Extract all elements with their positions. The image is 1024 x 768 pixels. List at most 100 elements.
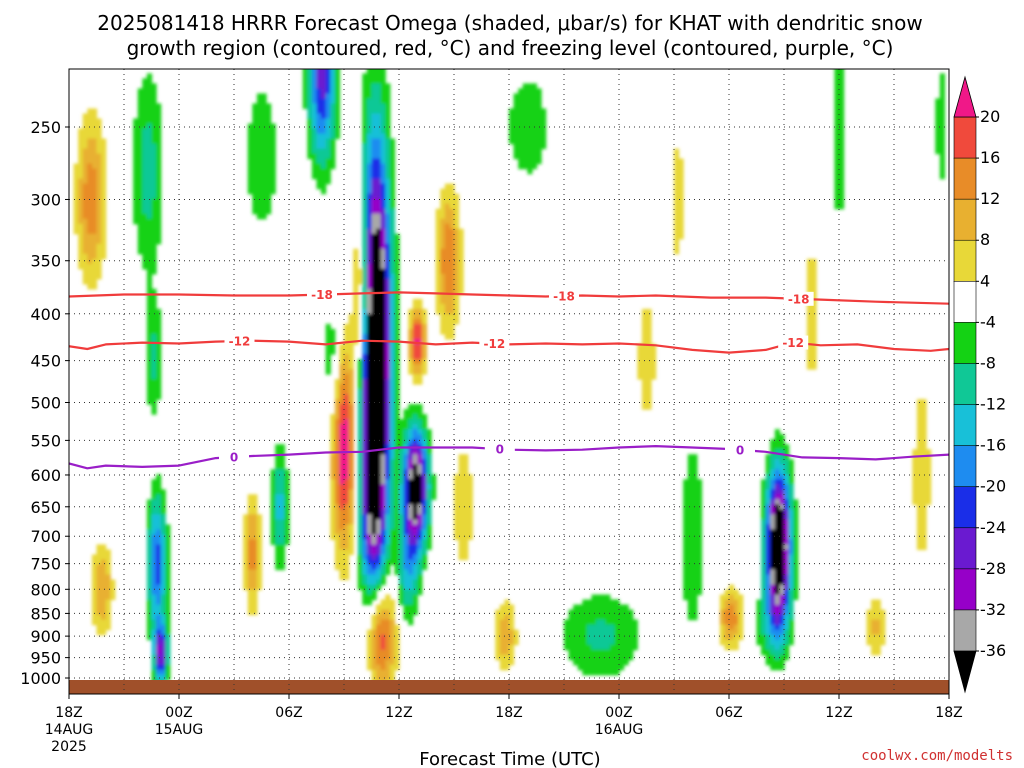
omega-cell [596,594,602,601]
omega-cell [444,218,451,225]
omega-cell [421,454,428,460]
omega-cell [96,263,102,270]
omega-cell [394,659,400,666]
omega-cell [596,644,602,651]
omega-cell [449,328,455,335]
omega-cell [261,113,267,120]
omega-cell [316,153,322,160]
omega-cell [426,524,432,530]
contour-label-0: 0 [230,451,238,465]
omega-cell [339,399,345,405]
omega-cell [156,128,162,135]
omega-cell [321,83,327,90]
omega-cell [696,539,703,546]
omega-cell [376,318,382,325]
omega-cell [926,469,932,475]
omega-cell [412,328,418,335]
omega-cell [619,624,625,631]
omega-cell [444,243,451,250]
omega-cell [362,143,368,150]
omega-cell [513,118,519,125]
omega-cell [399,489,405,495]
omega-cell [646,389,652,395]
omega-cell [380,168,386,175]
omega-cell [586,609,593,616]
omega-cell [376,399,382,405]
omega-cell [376,389,382,395]
omega-cell [261,128,267,135]
omega-cell [779,544,785,551]
omega-cell [376,308,382,315]
omega-cell [761,539,767,546]
omega-cell [385,349,391,355]
omega-cell [389,609,396,616]
omega-cell [573,634,579,641]
omega-cell [609,619,616,626]
omega-cell [412,479,418,485]
omega-cell [96,549,102,556]
omega-cell [440,223,446,230]
omega-cell [834,88,840,95]
omega-cell [380,514,386,520]
omega-cell [151,188,157,195]
omega-cell [380,258,386,265]
omega-cell [687,599,693,606]
omega-cell [247,509,253,515]
omega-cell [385,444,391,450]
omega-cell [678,178,684,185]
omega-cell [330,474,336,480]
omega-cell [573,624,579,631]
omega-cell [142,88,148,95]
omega-cell [774,604,781,611]
omega-cell [376,178,382,185]
omega-cell [399,524,405,530]
omega-cell [256,108,263,115]
omega-cell [678,183,684,190]
omega-cell [302,69,308,74]
omega-cell [444,333,451,340]
omega-cell [137,133,143,140]
omega-cell [275,534,281,541]
omega-cell [385,594,391,601]
omega-cell [788,469,794,475]
omega-cell [256,163,263,170]
omega-cell [444,183,451,190]
omega-cell [646,379,652,385]
omega-cell [600,634,606,641]
omega-cell [376,263,382,270]
omega-cell [151,158,157,165]
omega-cell [156,599,162,606]
omega-cell [774,664,781,671]
omega-cell [371,449,377,455]
omega-cell [311,148,318,155]
omega-cell [641,338,648,345]
omega-cell [96,208,102,215]
omega-cell [156,328,162,335]
omega-cell [761,529,767,535]
omega-cell [362,258,368,265]
omega-cell [96,554,102,561]
colorbar-swatch [953,363,977,406]
omega-cell [806,323,813,330]
omega-cell [788,494,794,500]
omega-cell [133,128,139,135]
omega-cell [600,669,606,676]
omega-cell [380,218,386,225]
colorbar-swatch [953,322,977,365]
omega-cell [531,153,538,160]
omega-cell [91,268,98,275]
omega-cell [834,173,840,180]
omega-cell [151,574,157,581]
omega-cell [156,338,162,345]
omega-cell [105,549,111,556]
omega-cell [380,509,386,515]
omega-cell [151,529,157,535]
omega-cell [146,98,153,105]
omega-cell [357,419,363,425]
omega-cell [403,579,409,586]
omega-cell [357,539,363,546]
credit-text[interactable]: coolwx.com/modelts [861,748,1013,764]
omega-cell [641,404,648,410]
omega-cell [366,659,373,666]
omega-cell [165,629,171,636]
